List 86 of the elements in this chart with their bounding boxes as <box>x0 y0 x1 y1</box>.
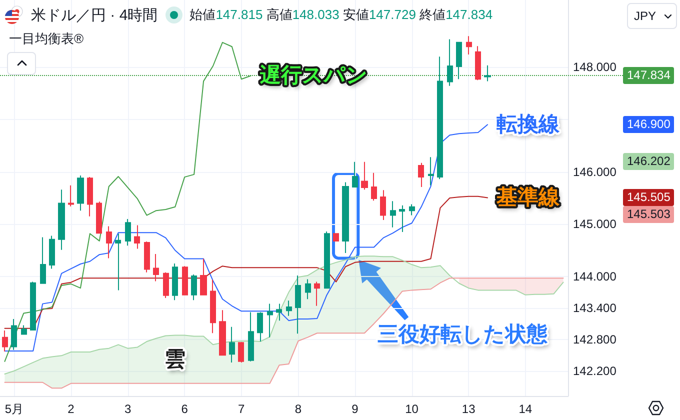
candlestick <box>409 204 415 216</box>
line-series <box>4 278 564 389</box>
y-tick-label: 146.000 <box>573 164 617 179</box>
candlestick <box>380 190 386 220</box>
x-tick-label: 14 <box>518 402 532 416</box>
candlestick <box>87 176 93 217</box>
candlestick <box>248 312 254 362</box>
candlestick <box>466 36 472 55</box>
ref-line-label: 147.834 <box>623 67 674 84</box>
candlestick <box>106 226 112 259</box>
candlestick <box>305 278 311 300</box>
y-tick-label: 148.000 <box>573 60 617 74</box>
series-label: 基準線 <box>496 185 560 210</box>
candlestick <box>267 303 273 338</box>
series-label: 雲 <box>164 346 186 372</box>
candlestick <box>229 326 235 363</box>
y-axis-title: JPY <box>634 9 656 23</box>
candlestick <box>134 224 140 250</box>
candlestick <box>447 38 453 86</box>
candlestick <box>333 232 339 242</box>
text: 始値147.815 高値148.033 安値147.729 終値147.834 <box>190 7 493 22</box>
candlestick <box>172 262 178 301</box>
candlestick <box>182 266 188 296</box>
x-tick-label: 2 <box>68 402 75 416</box>
candlestick <box>200 258 207 296</box>
chart-title: 米ドル／円 · 4時間 <box>31 6 158 24</box>
candlestick <box>399 204 405 233</box>
candlestick <box>77 174 84 212</box>
candlestick <box>210 279 216 334</box>
candlestick <box>238 342 244 363</box>
candlestick <box>437 56 443 180</box>
y-tick-label: 142.800 <box>573 332 617 346</box>
candlestick <box>21 324 27 336</box>
candlestick <box>371 172 377 202</box>
x-tick-label: 7 <box>238 402 246 416</box>
candlestick <box>314 281 320 306</box>
x-tick-label: 8 <box>294 402 302 416</box>
candlestick <box>390 200 396 228</box>
candlestick <box>96 201 102 234</box>
x-tick-label: 9 <box>352 402 359 416</box>
candlestick <box>324 231 330 289</box>
candlestick <box>475 46 481 81</box>
candlestick <box>125 218 131 246</box>
y-tick-label: 143.400 <box>573 301 617 315</box>
x-tick-label: 3 <box>124 402 132 416</box>
candlestick <box>2 330 8 352</box>
text: 145.503 <box>623 206 674 224</box>
candlestick <box>30 281 36 330</box>
candlestick <box>257 312 263 342</box>
text: 146.202 <box>623 152 674 170</box>
candlestick <box>40 236 46 284</box>
x-tick-label: 6 <box>181 402 188 416</box>
text: 146.900 <box>623 116 674 134</box>
y-tick-label: 144.000 <box>573 270 617 284</box>
candlestick <box>115 233 121 291</box>
y-tick-label: 142.200 <box>573 364 617 378</box>
candlestick <box>456 41 462 80</box>
candlestick <box>361 161 368 190</box>
line-series <box>4 256 564 374</box>
annotation: 三役好転した状態 <box>377 322 548 347</box>
legend-title: 一目均衡表® <box>9 31 84 47</box>
candlestick <box>286 300 292 316</box>
candlestick <box>428 156 434 186</box>
y-tick-label: 145.000 <box>573 217 617 232</box>
x-tick-label: 13 <box>462 402 476 416</box>
text: 145.505 <box>623 189 674 206</box>
candlestick <box>484 64 491 82</box>
candlestick <box>191 274 197 301</box>
currency-dropdown: JPY <box>627 3 677 29</box>
candlestick <box>58 189 65 250</box>
candlestick <box>11 318 17 350</box>
series-label: 遅行スパン <box>260 63 368 88</box>
candlestick <box>276 303 282 322</box>
candlestick <box>49 235 55 270</box>
candlestick <box>68 184 74 207</box>
candlestick <box>219 310 226 356</box>
candlestick <box>163 272 169 299</box>
candlestick <box>153 254 159 282</box>
candlestick <box>352 161 358 188</box>
x-tick-label: 5月 <box>4 402 24 416</box>
candlestick <box>342 182 349 254</box>
x-tick-label: 10 <box>405 402 419 416</box>
candlestick <box>144 240 150 273</box>
series-label: 転換線 <box>496 112 560 138</box>
candlestick <box>418 162 424 188</box>
candlestick <box>295 275 301 334</box>
